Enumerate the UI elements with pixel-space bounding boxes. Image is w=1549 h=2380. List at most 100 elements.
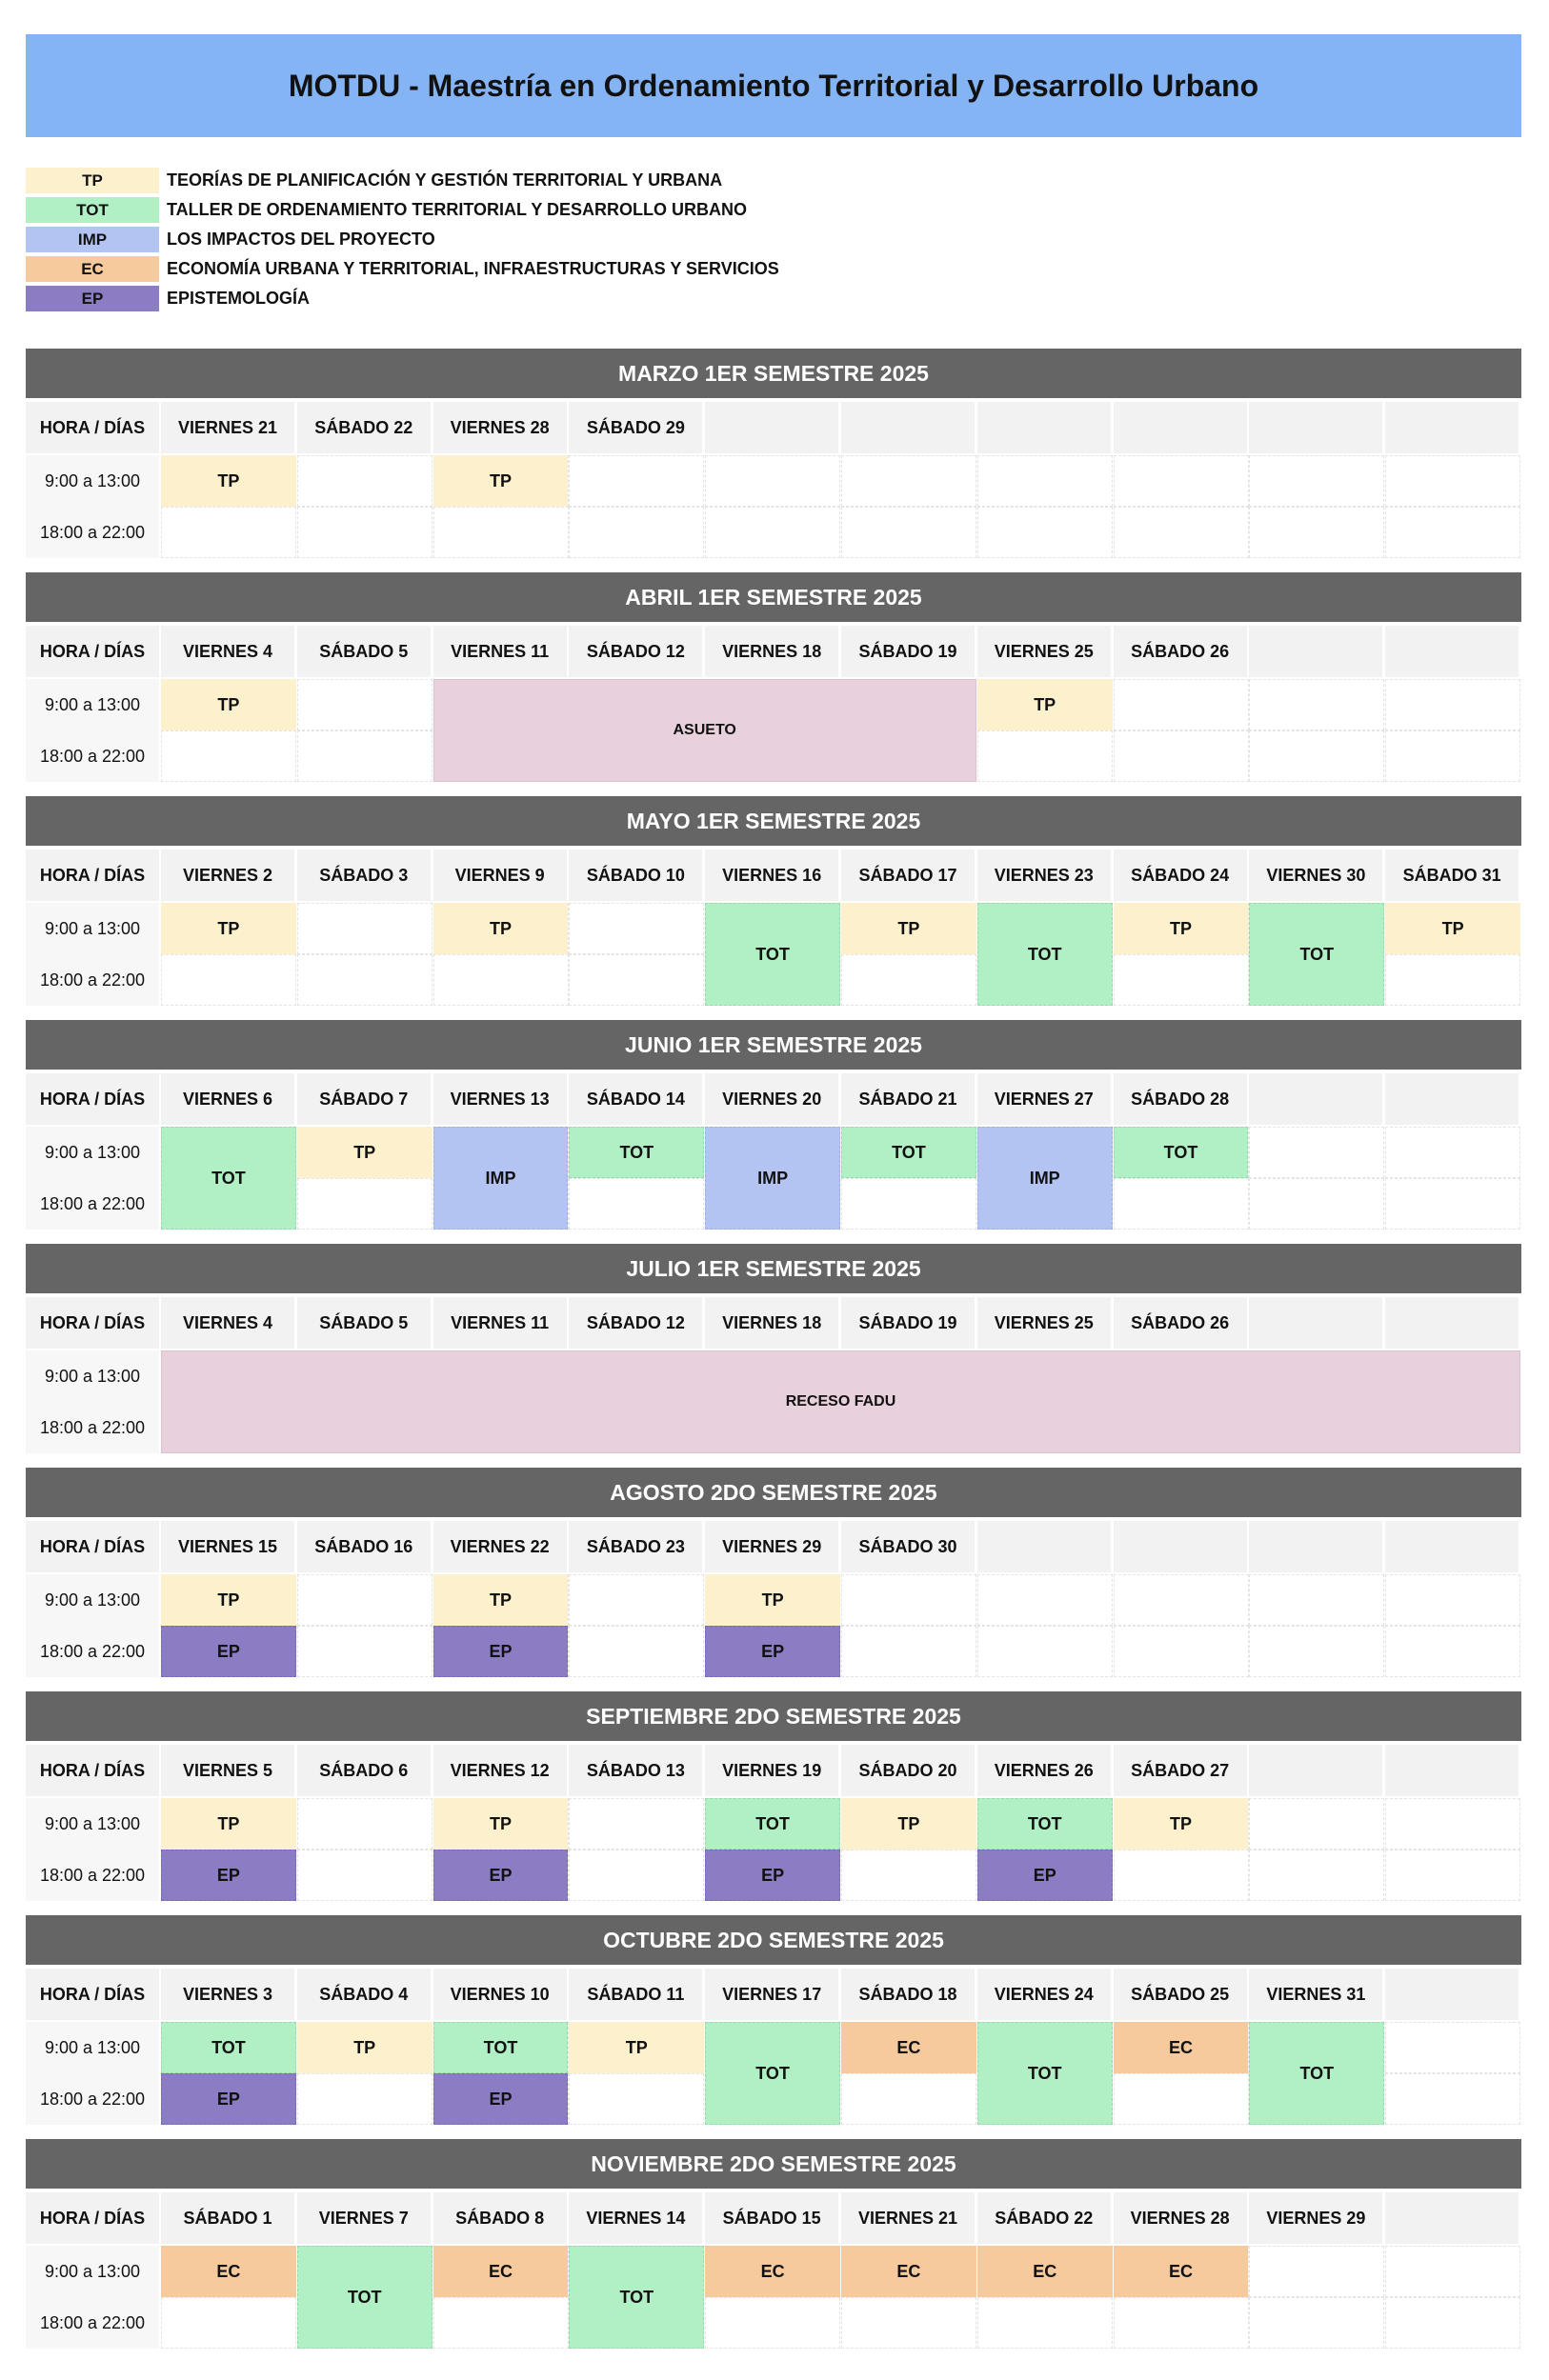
day-header: VIERNES 23 <box>976 850 1111 901</box>
legend-code: IMP <box>26 227 159 252</box>
day-header: SÁBADO 31 <box>1385 850 1519 901</box>
day-header: VIERNES 4 <box>161 1297 294 1349</box>
day-header: SÁBADO 22 <box>296 402 431 453</box>
month-table: ABRIL 1ER SEMESTRE 2025 HORA / DÍAS VIERNE… <box>26 572 1521 786</box>
schedule-cell <box>296 1850 433 1901</box>
time-slot-label: 9:00 a 13:00 <box>26 1574 159 1626</box>
day-header: VIERNES 29 <box>1249 2192 1383 2244</box>
schedule-cell <box>1249 1798 1385 1850</box>
schedule-cell <box>841 1574 976 1626</box>
month-title: NOVIEMBRE 2DO SEMESTRE 2025 <box>26 2139 1521 2189</box>
schedule-cell <box>433 2297 569 2349</box>
schedule-cell <box>433 954 569 1006</box>
schedule-cell <box>296 1798 433 1850</box>
time-slot-label: 18:00 a 22:00 <box>26 1402 159 1453</box>
schedule-cell <box>1385 2022 1521 2073</box>
month-table: JULIO 1ER SEMESTRE 2025 HORA / DÍAS VIERNE… <box>26 1244 1521 1457</box>
schedule-cell <box>1249 455 1385 507</box>
class-block-tp: TP <box>841 903 976 954</box>
schedule-cell <box>1113 455 1249 507</box>
time-slot-label: 9:00 a 13:00 <box>26 455 159 507</box>
row-header: HORA / DÍAS <box>26 1073 159 1125</box>
day-header: SÁBADO 12 <box>569 626 703 677</box>
schedule-cell <box>1385 1626 1521 1677</box>
day-header: VIERNES 12 <box>433 1745 567 1796</box>
schedule-cell <box>1249 1178 1385 1230</box>
class-block-tot: TOT <box>296 2246 433 2349</box>
class-block-ec: EC <box>841 2022 976 2073</box>
schedule-cell <box>1113 507 1249 558</box>
day-header: VIERNES 28 <box>433 402 567 453</box>
class-block-tp: TP <box>161 455 296 507</box>
day-header: SÁBADO 12 <box>569 1297 703 1349</box>
day-header <box>1385 1745 1519 1796</box>
day-header <box>1249 626 1383 677</box>
class-block-tp: TP <box>705 1574 840 1626</box>
schedule-cell <box>569 1626 705 1677</box>
day-header: VIERNES 18 <box>705 626 839 677</box>
row-header: HORA / DÍAS <box>26 1297 159 1349</box>
day-header <box>1385 1969 1519 2020</box>
day-header: SÁBADO 13 <box>569 1745 703 1796</box>
month-title: OCTUBRE 2DO SEMESTRE 2025 <box>26 1915 1521 1965</box>
legend-label: TALLER DE ORDENAMIENTO TERRITORIAL Y DES… <box>167 200 748 219</box>
day-header: VIERNES 3 <box>161 1969 294 2020</box>
time-slot-label: 18:00 a 22:00 <box>26 2073 159 2125</box>
legend-label: EPISTEMOLOGÍA <box>167 289 311 308</box>
class-block-tot: TOT <box>1249 2022 1385 2125</box>
receso-block: RECESO FADU <box>161 1350 1520 1453</box>
schedule-cell <box>1249 2246 1385 2297</box>
class-block-tot: TOT <box>161 1127 296 1230</box>
schedule-cell <box>705 2297 841 2349</box>
day-header: SÁBADO 29 <box>569 402 703 453</box>
day-header <box>1385 1073 1519 1125</box>
day-header: VIERNES 9 <box>433 850 567 901</box>
day-header: VIERNES 21 <box>841 2192 975 2244</box>
schedule-cell <box>1385 679 1521 730</box>
schedule-cell <box>569 507 705 558</box>
schedule-cell <box>1113 730 1249 782</box>
day-header: VIERNES 28 <box>1113 2192 1247 2244</box>
day-header: SÁBADO 17 <box>841 850 975 901</box>
schedule-cell <box>296 1574 433 1626</box>
schedule-cell <box>1113 1574 1249 1626</box>
schedule-cell <box>1249 1850 1385 1901</box>
schedule-cell <box>1113 954 1249 1006</box>
day-header: VIERNES 19 <box>705 1745 839 1796</box>
day-header <box>1113 402 1247 453</box>
day-header: SÁBADO 3 <box>296 850 431 901</box>
legend-label: LOS IMPACTOS DEL PROYECTO <box>167 230 435 249</box>
day-header <box>1113 1521 1247 1572</box>
day-header: VIERNES 14 <box>569 2192 703 2244</box>
day-header: SÁBADO 30 <box>841 1521 975 1572</box>
schedule-cell <box>161 730 296 782</box>
schedule-cell <box>296 903 433 954</box>
schedule-cell <box>1385 507 1521 558</box>
day-header: SÁBADO 23 <box>569 1521 703 1572</box>
time-slot-label: 9:00 a 13:00 <box>26 1127 159 1178</box>
schedule-cell <box>569 1574 705 1626</box>
schedule-cell <box>841 954 976 1006</box>
day-header: SÁBADO 7 <box>296 1073 431 1125</box>
time-slot-label: 9:00 a 13:00 <box>26 1798 159 1850</box>
day-header: SÁBADO 19 <box>841 626 975 677</box>
asueto-block: ASUETO <box>433 679 976 782</box>
day-header: VIERNES 27 <box>976 1073 1111 1125</box>
class-block-tot: TOT <box>1113 1127 1249 1178</box>
schedule-cell <box>841 2297 976 2349</box>
time-slot-label: 18:00 a 22:00 <box>26 1626 159 1677</box>
class-block-ec: EC <box>841 2246 976 2297</box>
time-slot-label: 9:00 a 13:00 <box>26 1350 159 1402</box>
time-slot-label: 18:00 a 22:00 <box>26 2297 159 2349</box>
schedule-cell <box>1113 679 1249 730</box>
schedule-cell <box>1385 2297 1521 2349</box>
schedule-cell <box>1385 455 1521 507</box>
day-header <box>1385 626 1519 677</box>
class-block-tp: TP <box>1113 1798 1249 1850</box>
schedule-cell <box>569 2073 705 2125</box>
class-block-ep: EP <box>433 1850 569 1901</box>
day-header: SÁBADO 28 <box>1113 1073 1247 1125</box>
day-header <box>1385 402 1519 453</box>
class-block-tp: TP <box>433 903 569 954</box>
day-header: SÁBADO 27 <box>1113 1745 1247 1796</box>
